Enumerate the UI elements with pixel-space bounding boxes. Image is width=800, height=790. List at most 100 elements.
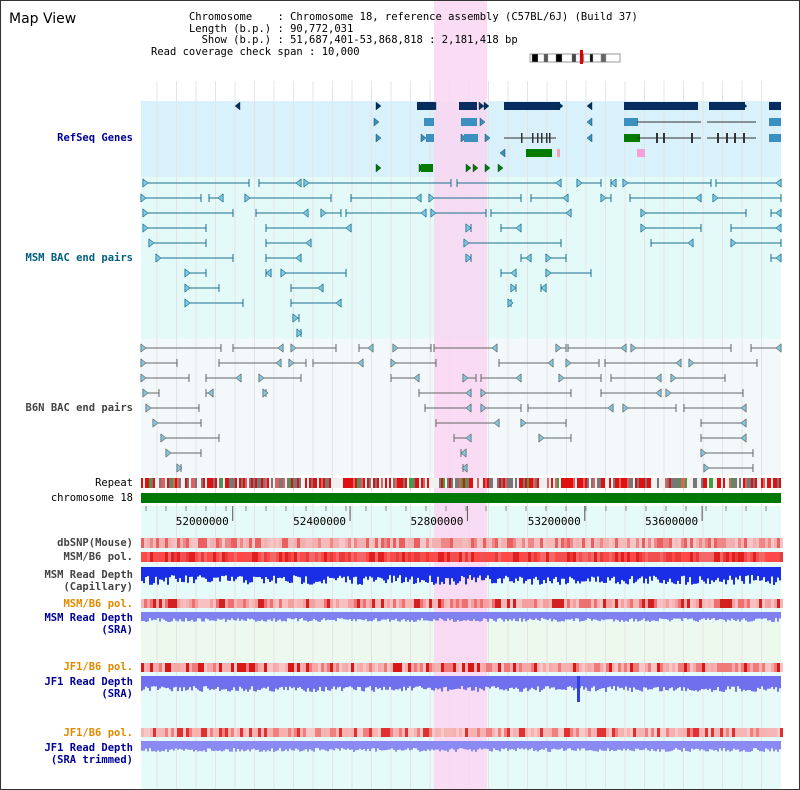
- msm-capillary-depth: [317, 567, 319, 582]
- dbsnp-heat: [351, 538, 354, 548]
- jf1-b6-pol-heat-2: [258, 728, 261, 737]
- jf1-b6-pol-heat-2: [402, 728, 405, 737]
- repeat-segment: [335, 478, 337, 488]
- msm-b6-pol-heat: [186, 552, 189, 562]
- repeat-segment: [531, 478, 533, 488]
- msm-capillary-depth: [299, 567, 301, 578]
- jf1-b6-pol-heat-2: [369, 728, 372, 737]
- jf1-read-depth-trimmed-label[interactable]: JF1 Read Depth (SRA trimmed): [44, 742, 133, 766]
- jf1-trimmed-depth: [325, 741, 327, 751]
- jf1-sra-depth: [155, 676, 157, 687]
- dbsnp-heat: [492, 538, 495, 548]
- jf1-b6-pol-heat: [255, 663, 258, 672]
- msm-b6-pol-heat-2: [516, 599, 519, 608]
- msm-bac-arrow: [140, 193, 147, 203]
- b6n-bac-label[interactable]: B6N BAC end pairs: [26, 402, 133, 414]
- repeat-segment: [621, 478, 623, 488]
- repeat-text: Repeat: [95, 477, 133, 489]
- jf1-trimmed-depth: [445, 741, 447, 751]
- msm-b6-pol-heat-2: [213, 599, 216, 608]
- msm-bac-arrow: [148, 238, 155, 248]
- repeat-segment: [237, 478, 239, 488]
- jf1-read-depth-sra-label[interactable]: JF1 Read Depth (SRA): [44, 676, 133, 700]
- jf1-trimmed-depth: [357, 741, 359, 751]
- repeat-segment: [525, 478, 527, 488]
- msm-capillary-depth: [349, 567, 351, 580]
- jf1-b6-pol-heat-2: [393, 728, 396, 737]
- dbsnp-heat: [504, 538, 507, 548]
- jf1-sra-depth: [433, 676, 435, 691]
- msm-sra-depth: [577, 612, 579, 619]
- msm-sra-depth: [539, 612, 541, 621]
- jf1-b6-pol-heat-2: [528, 728, 531, 737]
- msm-b6-pol-heat-2: [390, 599, 393, 608]
- dbsnp-heat: [426, 538, 429, 548]
- jf1-trimmed-depth: [611, 741, 613, 750]
- msm-sra-depth: [469, 612, 471, 621]
- jf1-trimmed-depth: [491, 741, 493, 752]
- b6n-bac-arrow: [555, 343, 562, 353]
- jf1-sra-depth: [677, 676, 679, 689]
- msm-sra-depth: [663, 612, 665, 620]
- msm-b6-pol-heat-2: [441, 599, 444, 608]
- jf1-b6-pol-heat-2: [453, 728, 456, 737]
- refseq-exon: [734, 133, 736, 143]
- msm-b6-pol-label-1[interactable]: MSM/B6 pol.: [63, 551, 133, 563]
- msm-sra-depth: [451, 612, 453, 620]
- msm-b6-pol-heat-2: [405, 599, 408, 608]
- msm-b6-pol-label-2[interactable]: MSM/B6 pol.: [63, 598, 133, 610]
- jf1-b6-pol-heat: [327, 663, 330, 672]
- axis-tick-label: 52400000: [293, 515, 346, 528]
- repeat-segment: [263, 478, 265, 488]
- msm-b6-pol-heat: [312, 552, 315, 562]
- jf1-b6-pol-heat-2: [489, 728, 492, 737]
- dbsnp-label[interactable]: dbSNP(Mouse): [57, 537, 133, 549]
- refseq-genes-label[interactable]: RefSeq Genes: [57, 132, 133, 144]
- msm-sra-depth: [293, 612, 295, 620]
- jf1-b6-pol-heat: [141, 663, 144, 672]
- msm-b6-pol-heat: [309, 552, 312, 562]
- msm-sra-depth: [775, 612, 777, 619]
- msm-capillary-depth: [711, 567, 713, 581]
- msm-sra-depth: [245, 612, 247, 621]
- msm-read-depth-sra-label[interactable]: MSM Read Depth (SRA): [44, 612, 133, 636]
- msm-sra-depth: [473, 612, 475, 620]
- jf1-b6-pol-heat: [435, 663, 438, 672]
- msm-capillary-depth: [545, 567, 547, 584]
- msm-read-depth-capillary-label[interactable]: MSM Read Depth (Capillary): [44, 569, 133, 593]
- jf1-b6-pol-label-1[interactable]: JF1/B6 pol.: [63, 661, 133, 673]
- jf1-sra-depth: [673, 676, 675, 691]
- jf1-trimmed-depth: [615, 741, 617, 751]
- msm-sra-depth: [471, 612, 473, 622]
- msm-capillary-depth: [391, 567, 393, 583]
- jf1-b6-pol-label-2[interactable]: JF1/B6 pol.: [63, 727, 133, 739]
- msm-bac-label[interactable]: MSM BAC end pairs: [26, 252, 133, 264]
- jf1-b6-pol-heat: [447, 663, 450, 672]
- msm-b6-pol-heat-2: [696, 599, 699, 608]
- jf1-trimmed-depth: [425, 741, 427, 752]
- repeat-segment: [597, 478, 599, 488]
- msm-sra-depth: [757, 612, 759, 619]
- msm-capillary-depth: [491, 567, 493, 584]
- jf1-sra-depth: [141, 676, 143, 691]
- msm-b6-pol-heat: [738, 552, 741, 562]
- msm-b6-pol-heat: [180, 552, 183, 562]
- msm-sra-depth: [227, 612, 229, 620]
- dbsnp-heat: [642, 538, 645, 548]
- msm-capillary-depth: [343, 567, 345, 577]
- msm-sra-depth: [461, 612, 463, 622]
- jf1-trimmed-depth: [153, 741, 155, 752]
- dbsnp-heat: [723, 538, 726, 548]
- jf1-b6-pol-heat-2: [396, 728, 399, 737]
- jf1-read-depth-sra-text-2: (SRA): [101, 688, 133, 700]
- dbsnp-heat: [162, 538, 165, 548]
- jf1-b6-pol-heat: [363, 663, 366, 672]
- jf1-sra-depth: [197, 676, 199, 690]
- msm-capillary-depth: [435, 567, 437, 584]
- repeat-segment: [349, 478, 351, 488]
- msm-capillary-depth: [565, 567, 567, 585]
- repeat-segment: [515, 478, 517, 488]
- msm-sra-depth: [201, 612, 203, 622]
- jf1-b6-pol-heat: [276, 663, 279, 672]
